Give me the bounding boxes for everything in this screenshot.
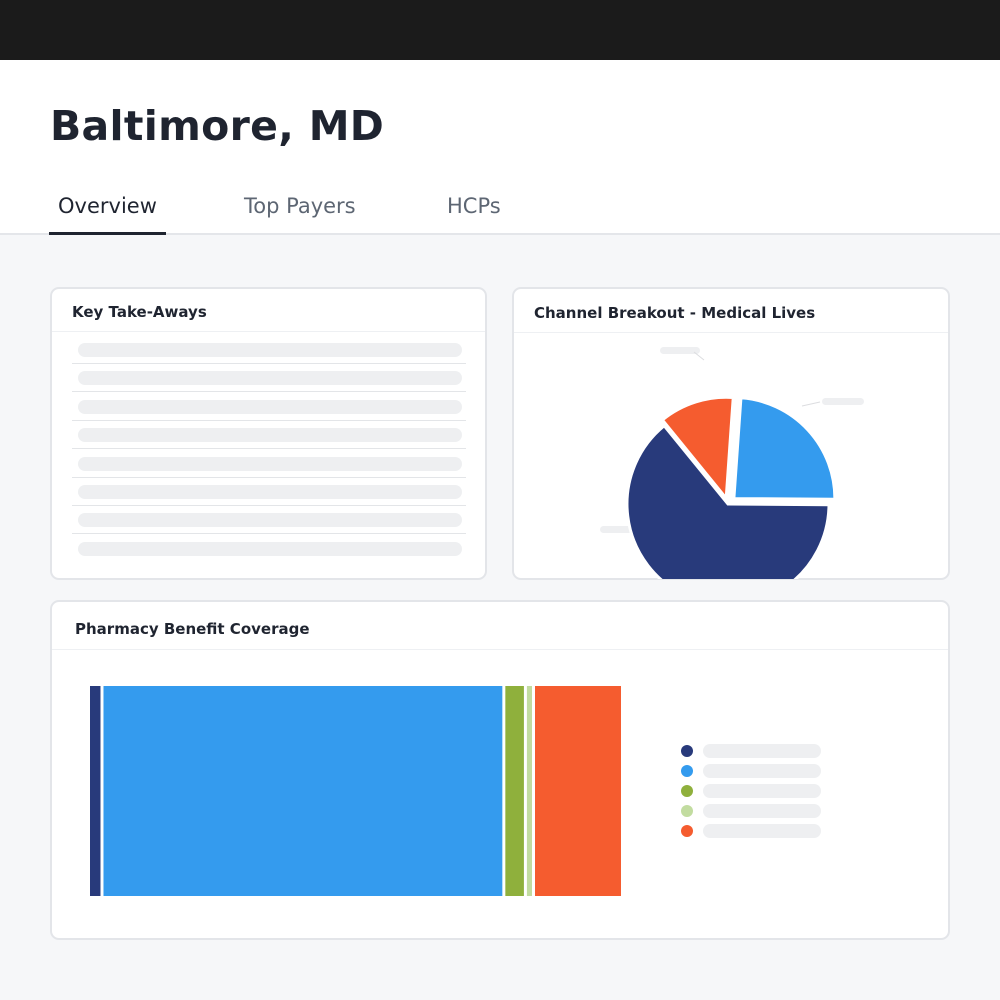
legend-swatch [681,785,693,797]
placeholder-separator [72,391,466,392]
placeholder-line [78,542,462,556]
placeholder-line [78,343,462,357]
bar-segment[interactable] [535,686,621,896]
window-top-bar [0,0,1000,60]
pie-label-leader [801,401,821,407]
pharmacy-coverage-card: Pharmacy Benefit Coverage [50,600,950,940]
legend-label-placeholder [703,824,821,838]
channel-breakout-pie-chart [600,347,864,579]
bar-segment[interactable] [526,686,532,896]
pie-label-placeholder [660,347,700,354]
active-tab-indicator [49,232,166,235]
dashboard-content: Key Take-Aways Channel Breakout - Medica… [0,235,1000,1000]
placeholder-separator [72,448,466,449]
legend-swatch [681,825,693,837]
key-takeaways-card: Key Take-Aways [50,287,487,580]
legend-label-placeholder [703,784,821,798]
pie-label-placeholder [822,398,864,405]
placeholder-line [78,428,462,442]
tab-hcps[interactable]: HCPs [447,194,501,218]
legend-label-placeholder [703,804,821,818]
bar-segment[interactable] [505,686,524,896]
placeholder-line [78,371,462,385]
placeholder-separator [72,477,466,478]
placeholder-line [78,485,462,499]
legend-label-placeholder [703,744,821,758]
placeholder-line [78,400,462,414]
pie-slice[interactable] [732,396,837,501]
channel-breakout-card: Channel Breakout - Medical Lives [512,287,950,580]
legend-swatch [681,745,693,757]
tab-overview[interactable]: Overview [58,194,157,218]
legend-swatch [681,765,693,777]
placeholder-separator [72,533,466,534]
placeholder-line [78,457,462,471]
pie-slice[interactable] [625,423,831,579]
legend-swatch [681,805,693,817]
pie-slice[interactable] [660,395,735,503]
placeholder-separator [72,420,466,421]
placeholder-separator [72,363,466,364]
card-divider [52,331,485,332]
legend-label-placeholder [703,764,821,778]
pie-label-leader [693,351,705,361]
tab-top-payers[interactable]: Top Payers [244,194,356,218]
key-takeaways-title: Key Take-Aways [72,303,207,321]
card-divider [52,649,948,650]
bar-segment[interactable] [90,686,101,896]
channel-breakout-title: Channel Breakout - Medical Lives [534,304,816,322]
bar-segment[interactable] [103,686,503,896]
placeholder-line [78,513,462,527]
placeholder-separator [72,505,466,506]
pharmacy-coverage-title: Pharmacy Benefit Coverage [75,620,310,638]
page-title: Baltimore, MD [50,102,385,150]
pharmacy-coverage-stacked-bar [90,686,621,896]
card-divider [514,332,948,333]
page-header: Baltimore, MD Overview Top Payers HCPs [0,60,1000,235]
